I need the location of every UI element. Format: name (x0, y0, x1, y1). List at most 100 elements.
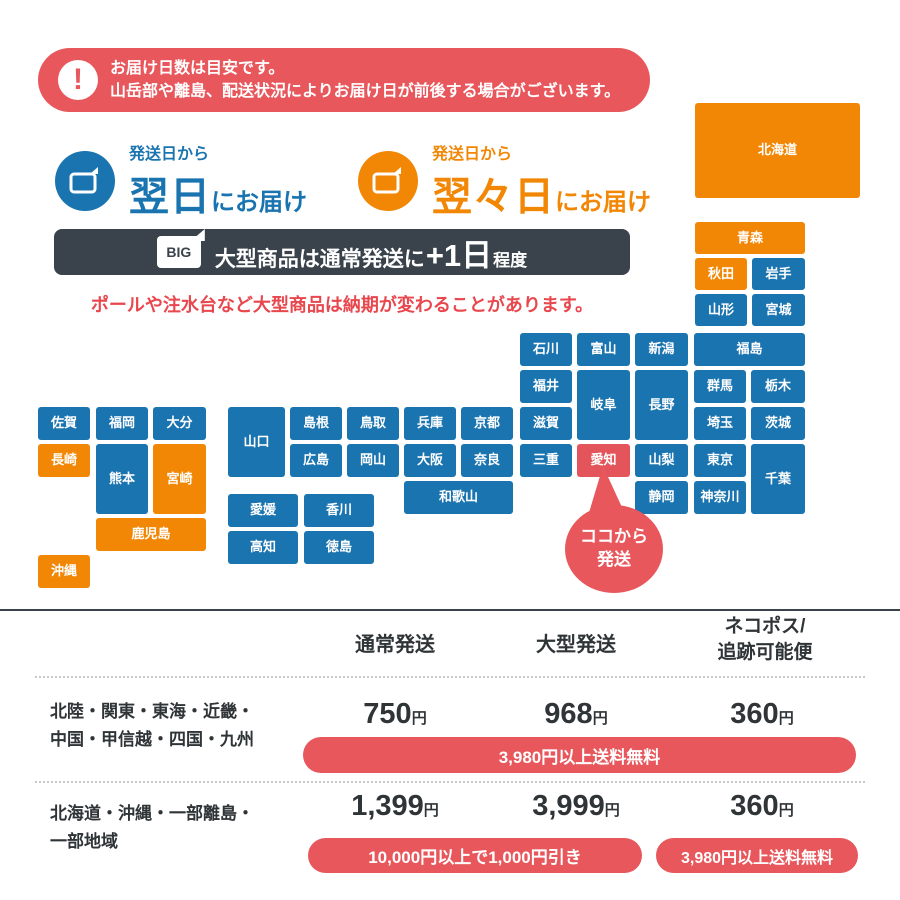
prefecture-block: 奈良 (461, 444, 513, 477)
notice-banner: ! お届け日数は目安です。 山岳部や離島、配送状況によりお届け日が前後する場合が… (38, 48, 650, 112)
prefecture-block: 新潟 (635, 333, 688, 366)
price-unit: 円 (778, 710, 794, 727)
region-label-main: 北陸・関東・東海・近畿・ 中国・甲信越・四国・九州 (50, 698, 254, 754)
dotted-divider (35, 781, 865, 783)
prefecture-block: 島根 (290, 407, 342, 440)
free-shipping-pill: 3,980円以上送料無料 (656, 838, 858, 873)
prefecture-block: 東京 (694, 444, 746, 477)
prefecture-block: 埼玉 (694, 407, 746, 440)
big-parcel-icon: BIG (156, 236, 201, 268)
two-days-badge-text: 発送日から 翌々日にお届け (432, 140, 651, 222)
discount-pill: 10,000円以上で1,000円引き (308, 838, 642, 873)
prefecture-block: 沖縄 (38, 555, 90, 588)
prefecture-block: 岩手 (752, 258, 805, 290)
free-shipping-pill: 3,980円以上送料無料 (303, 737, 856, 773)
prefecture-block: 山口 (228, 407, 285, 477)
prefecture-block: 秋田 (695, 258, 747, 290)
price-unit: 円 (604, 802, 620, 819)
prefecture-block: 鹿児島 (96, 518, 206, 551)
prefecture-block: 高知 (228, 531, 298, 564)
prefecture-block: 京都 (461, 407, 513, 440)
price-large: 3,999円 (532, 790, 620, 823)
prefecture-block: 山梨 (635, 444, 688, 477)
badge-highlight: 翌々日 (432, 175, 555, 219)
prefecture-block: 和歌山 (404, 481, 513, 514)
badge-highlight: 翌日 (129, 175, 211, 219)
prefecture-block: 福岡 (96, 407, 148, 440)
big-text-before: 大型商品は通常発送に (214, 247, 425, 271)
column-header-nekopos: ネコポス/ 追跡可能便 (717, 614, 812, 665)
prefecture-block: 滋賀 (520, 407, 572, 440)
price-unit: 円 (778, 802, 794, 819)
bubble-line-2: 発送 (597, 550, 631, 569)
region-line-1: 北海道・沖縄・一部離島・ (50, 804, 254, 823)
price-unit: 円 (592, 710, 608, 727)
prefecture-block: 徳島 (304, 531, 374, 564)
prefecture-block: 青森 (695, 222, 805, 254)
prefecture-block: 福島 (694, 333, 805, 366)
prefecture-block: 三重 (520, 444, 572, 477)
prefecture-block: 熊本 (96, 444, 148, 514)
badge-prefix: 発送日から (432, 146, 513, 163)
prefecture-block: 宮城 (752, 294, 805, 326)
notice-line-1: お届け日数は目安です。 (110, 59, 285, 77)
prefecture-block: 群馬 (694, 370, 746, 403)
prefecture-block: 宮崎 (153, 444, 206, 514)
price-value: 750 (363, 698, 412, 730)
prefecture-block: 山形 (695, 294, 747, 326)
nekopos-line-2: 追跡可能便 (717, 641, 813, 663)
large-item-note: ポールや注水台など大型商品は納期が変わることがあります。 (90, 295, 594, 315)
price-nekopos: 360円 (730, 698, 793, 731)
prefecture-block: 岡山 (347, 444, 399, 477)
badge-prefix: 発送日から (129, 146, 210, 163)
column-header-large: 大型発送 (536, 634, 616, 656)
next-day-badge: 発送日から 翌日にお届け (55, 140, 307, 222)
price-large: 968円 (544, 698, 607, 731)
price-value: 3,999 (532, 790, 605, 822)
price-unit: 円 (411, 710, 427, 727)
dotted-divider (35, 676, 865, 678)
nekopos-line-1: ネコポス/ (724, 616, 806, 637)
prefecture-block: 富山 (577, 333, 630, 366)
prefecture-block: 長野 (635, 370, 688, 440)
big-text-after: 程度 (493, 250, 528, 270)
price-value: 1,399 (351, 790, 424, 822)
parcel-icon (358, 151, 418, 211)
price-normal: 750円 (363, 698, 426, 731)
region-line-2: 一部地域 (50, 832, 118, 852)
prefecture-block: 香川 (304, 494, 374, 527)
badge-suffix: にお届け (211, 189, 307, 216)
price-unit: 円 (423, 802, 439, 819)
prefecture-block: 兵庫 (404, 407, 456, 440)
price-nekopos: 360円 (730, 790, 793, 823)
price-normal: 1,399円 (351, 790, 439, 823)
badge-suffix: にお届け (555, 189, 651, 216)
prefecture-block: 愛媛 (228, 494, 298, 527)
big-item-banner: BIG 大型商品は通常発送に +1日 程度 (54, 229, 630, 275)
prefecture-block: 長崎 (38, 444, 90, 477)
prefecture-block: 千葉 (751, 444, 805, 514)
prefecture-block: 鳥取 (347, 407, 399, 440)
price-value: 360 (730, 698, 779, 730)
prefecture-block: 大分 (153, 407, 206, 440)
prefecture-block: 神奈川 (694, 481, 746, 514)
prefecture-block: 栃木 (751, 370, 805, 403)
region-label-remote: 北海道・沖縄・一部離島・ 一部地域 (50, 800, 254, 856)
exclamation-icon: ! (58, 60, 98, 100)
prefecture-block: 福井 (520, 370, 572, 403)
prefecture-block: 静岡 (635, 481, 688, 514)
region-line-2: 中国・甲信越・四国・九州 (50, 730, 254, 750)
price-value: 968 (544, 698, 593, 730)
notice-line-2: 山岳部や離島、配送状況によりお届け日が前後する場合がございます。 (110, 83, 621, 100)
japan-map: 北海道 青森 秋田 岩手 山形 宮城 石川 富山 新潟 福島 福井 岐阜 長野 群馬 栃木 滋賀 埼玉 茨城 三重愛… (38, 103, 860, 588)
bubble-line-1: ココから (580, 527, 648, 547)
prefecture-block: 茨城 (751, 407, 805, 440)
table-top-border (0, 609, 900, 611)
prefecture-block: 岐阜 (577, 370, 630, 440)
column-header-normal: 通常発送 (355, 634, 435, 656)
parcel-icon (55, 151, 115, 211)
ship-from-bubble: ココから 発送 (565, 505, 663, 593)
prefecture-block: 大阪 (404, 444, 456, 477)
notice-text: お届け日数は目安です。 山岳部や離島、配送状況によりお届け日が前後する場合がござ… (110, 57, 620, 103)
